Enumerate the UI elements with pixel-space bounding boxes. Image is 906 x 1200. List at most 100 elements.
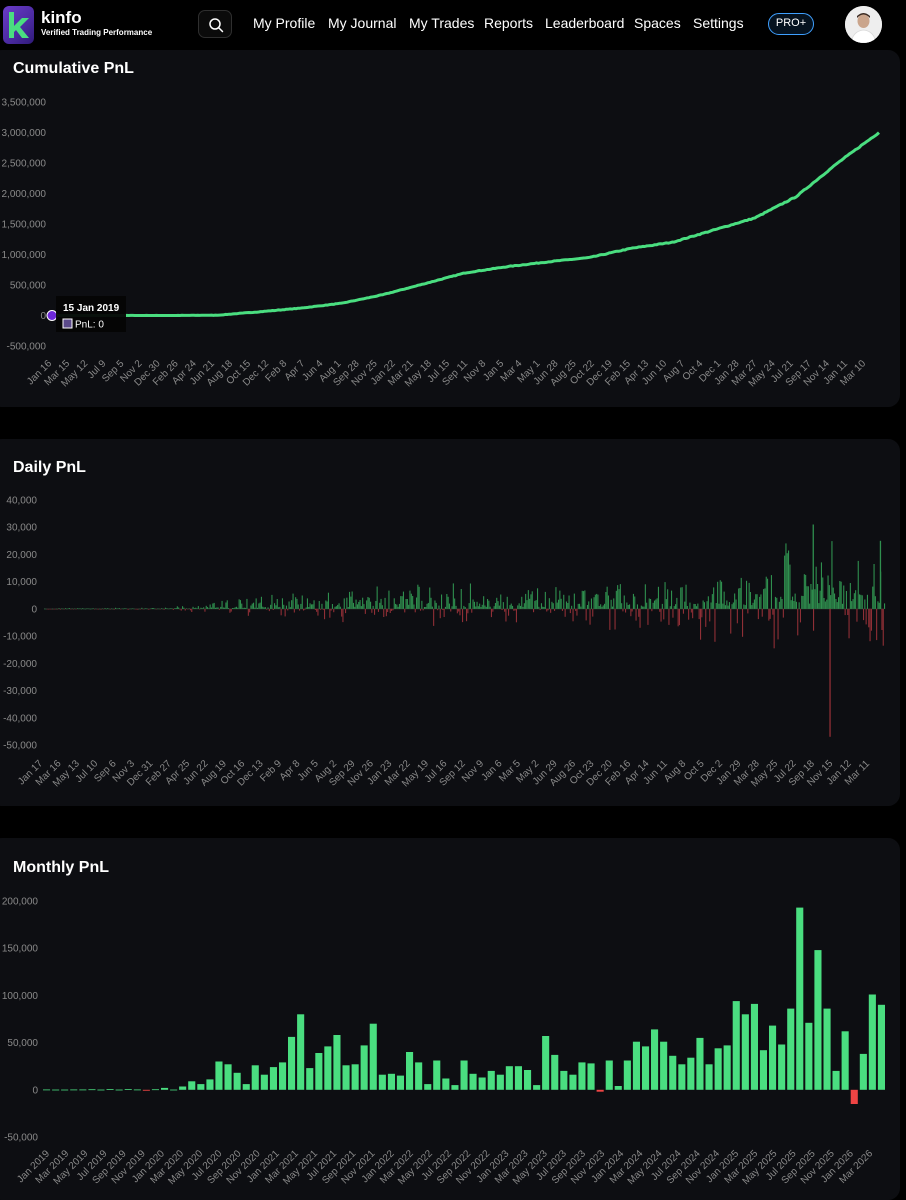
daily-bar: [316, 608, 318, 612]
daily-bar: [454, 598, 456, 609]
daily-bar: [580, 606, 582, 609]
daily-bar: [508, 608, 510, 616]
nav-my-journal[interactable]: My Journal: [328, 15, 397, 31]
daily-bar: [322, 608, 324, 610]
daily-bar: [364, 608, 366, 614]
daily-bar: [320, 608, 322, 610]
daily-bar: [622, 608, 624, 612]
daily-bar: [472, 599, 474, 609]
brand-name[interactable]: kinfo: [41, 8, 82, 27]
search-button[interactable]: [198, 10, 232, 38]
monthly-bar: [614, 1086, 622, 1090]
daily-bar: [466, 608, 468, 622]
monthly-bar: [297, 1014, 305, 1090]
daily-bar: [141, 607, 143, 609]
daily-bar: [266, 608, 268, 610]
daily-bar: [54, 608, 56, 610]
daily-bar: [72, 608, 74, 610]
daily-bar: [217, 607, 219, 609]
daily-bar: [654, 600, 656, 609]
daily-bar: [757, 608, 759, 620]
daily-bar: [115, 607, 117, 609]
daily-bar: [730, 608, 732, 634]
daily-bar: [619, 584, 621, 609]
monthly-bar: [342, 1065, 350, 1090]
daily-bar: [881, 608, 883, 630]
monthly-bar: [378, 1074, 386, 1090]
daily-bar: [656, 598, 658, 609]
monthly-bar: [850, 1089, 858, 1104]
daily-bar: [339, 606, 341, 609]
daily-bar: [797, 608, 799, 636]
nav-settings[interactable]: Settings: [693, 15, 744, 31]
daily-bar: [254, 607, 256, 609]
monthly-bar: [732, 1001, 740, 1090]
daily-bar: [811, 589, 813, 609]
daily-bar: [768, 608, 770, 621]
daily-bar: [358, 601, 360, 609]
daily-bar: [604, 603, 606, 609]
daily-bar: [715, 603, 717, 609]
daily-bar: [460, 589, 462, 609]
nav-leaderboard[interactable]: Leaderboard: [545, 15, 625, 31]
daily-bar: [426, 603, 428, 609]
daily-bar: [681, 587, 683, 609]
cumulative-pnl-chart[interactable]: 3,500,000 3,000,000 2,500,000 2,000,000 1,50…: [0, 50, 906, 407]
daily-y-tick: -40,000: [3, 713, 37, 724]
daily-bar: [744, 605, 746, 609]
daily-bar: [306, 598, 308, 609]
daily-bar: [143, 608, 145, 610]
daily-bar: [711, 594, 713, 609]
daily-bar: [381, 605, 383, 609]
daily-bar: [58, 608, 60, 609]
kinfo-logo-icon[interactable]: [3, 6, 34, 44]
daily-bar: [518, 603, 520, 609]
daily-bar: [195, 607, 197, 609]
daily-bar: [586, 605, 588, 609]
daily-bar: [843, 585, 845, 609]
daily-bar: [550, 608, 552, 613]
daily-y-tick: -30,000: [3, 686, 37, 697]
daily-bar: [527, 590, 529, 609]
daily-bar: [49, 608, 51, 610]
daily-bar: [201, 608, 203, 609]
daily-bar: [285, 605, 287, 609]
daily-bar: [692, 608, 694, 619]
daily-bar: [647, 608, 649, 625]
monthly-bar: [460, 1060, 468, 1090]
daily-bar: [187, 608, 189, 610]
daily-bar: [82, 608, 84, 609]
daily-bar: [561, 608, 563, 611]
daily-bar: [554, 608, 556, 611]
daily-bar: [421, 600, 423, 609]
daily-bar: [88, 608, 90, 610]
monthly-bar: [805, 1022, 813, 1090]
monthly-bar: [814, 950, 822, 1090]
nav-my-profile[interactable]: My Profile: [253, 15, 316, 31]
daily-bar: [815, 566, 817, 609]
nav-reports[interactable]: Reports: [484, 15, 534, 31]
daily-bar: [802, 596, 804, 609]
daily-bar: [500, 594, 502, 609]
daily-bar: [526, 600, 528, 609]
daily-bar: [742, 608, 744, 637]
daily-pnl-chart[interactable]: 40,000 30,000 20,000 10,000 0 -10,000 -20,000 -…: [0, 439, 906, 806]
daily-bar: [638, 608, 640, 617]
daily-bar: [477, 606, 479, 609]
daily-bar: [634, 596, 636, 609]
user-avatar[interactable]: [845, 6, 882, 43]
daily-bar: [851, 601, 853, 609]
cumulative-y-tick: 1,000,000: [2, 250, 47, 261]
daily-bar: [338, 603, 340, 609]
pro-plus-badge[interactable]: PRO+: [768, 13, 814, 35]
daily-bar: [176, 606, 178, 609]
nav-my-trades[interactable]: My Trades: [409, 15, 475, 31]
daily-bar: [151, 608, 153, 609]
daily-bar: [879, 540, 882, 609]
nav-spaces[interactable]: Spaces: [634, 15, 681, 31]
monthly-bar: [61, 1089, 69, 1091]
daily-bar: [560, 598, 562, 609]
monthly-bar: [133, 1089, 141, 1091]
daily-bar: [746, 580, 748, 609]
